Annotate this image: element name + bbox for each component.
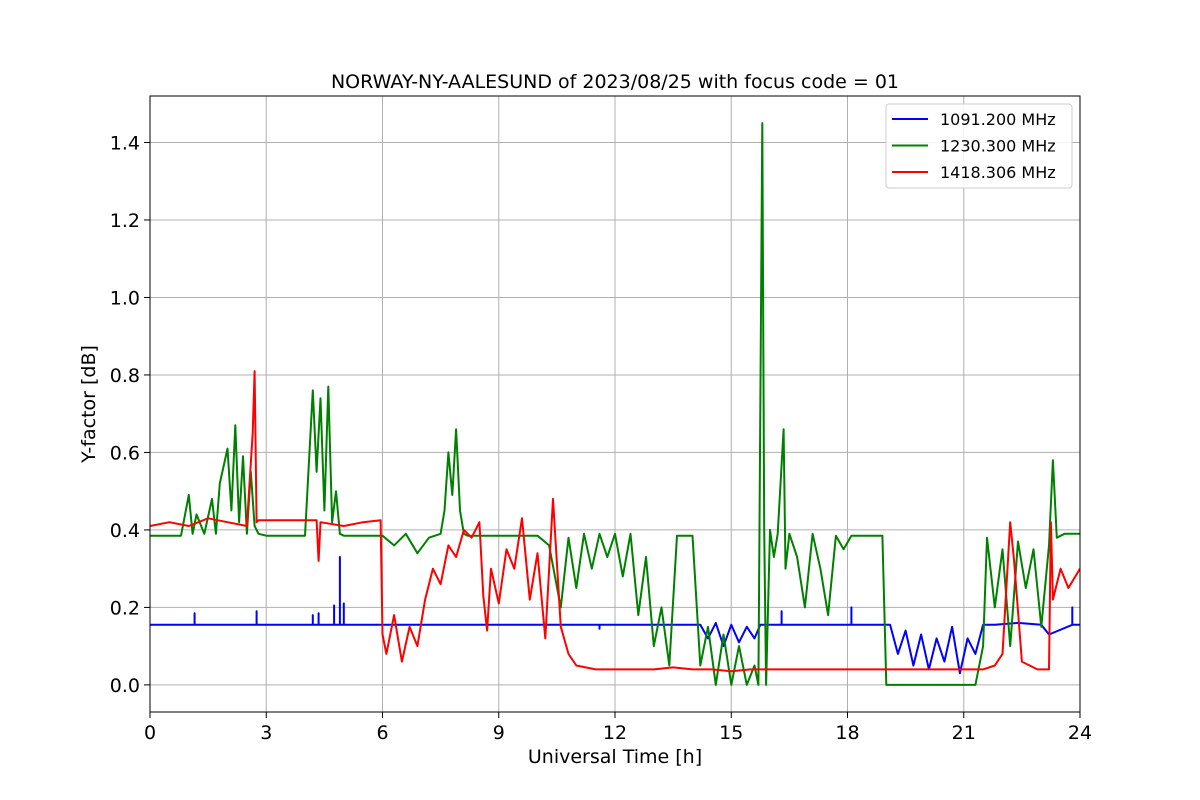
legend-box [885, 103, 1073, 189]
legend-label-2: 1230.300 MHz [940, 137, 1056, 156]
y-tick-label: 0.0 [110, 675, 140, 697]
plot-area [150, 122, 1080, 686]
legend-label-1: 1091.200 MHz [940, 110, 1056, 129]
x-tick-label: 15 [719, 722, 743, 744]
x-tick-label: 21 [952, 722, 976, 744]
series-line-3 [150, 370, 1080, 673]
x-tick-label: 6 [376, 722, 388, 744]
y-tick-label: 0.8 [110, 365, 140, 387]
y-tick-label: 1.2 [110, 210, 140, 232]
y-axis: 0.0 0.2 0.4 0.6 0.8 1.0 1.2 1.4 [110, 132, 150, 697]
x-tick-label: 18 [835, 722, 859, 744]
chart-title: NORWAY-NY-AALESUND of 2023/08/25 with fo… [331, 71, 899, 93]
x-tick-label: 24 [1068, 722, 1092, 744]
x-tick-label: 12 [603, 722, 627, 744]
x-tick-label: 9 [493, 722, 505, 744]
y-tick-label: 1.0 [110, 287, 140, 309]
x-axis-label: Universal Time [h] [528, 746, 702, 768]
y-tick-label: 0.2 [110, 597, 140, 619]
x-axis: 0 3 6 9 12 15 18 21 24 [144, 712, 1092, 744]
series-line-2 [150, 122, 1080, 686]
x-tick-label: 0 [144, 722, 156, 744]
y-tick-label: 1.4 [110, 132, 140, 154]
legend: 1091.200 MHz 1230.300 MHz 1418.306 MHz [885, 103, 1073, 189]
x-tick-label: 3 [260, 722, 272, 744]
y-tick-label: 0.4 [110, 520, 140, 542]
y-axis-label: Y-factor [dB] [78, 345, 100, 464]
legend-label-3: 1418.306 MHz [940, 163, 1056, 182]
series-line-1 [150, 556, 1080, 675]
series-layer [150, 122, 1080, 686]
y-tick-label: 0.6 [110, 442, 140, 464]
